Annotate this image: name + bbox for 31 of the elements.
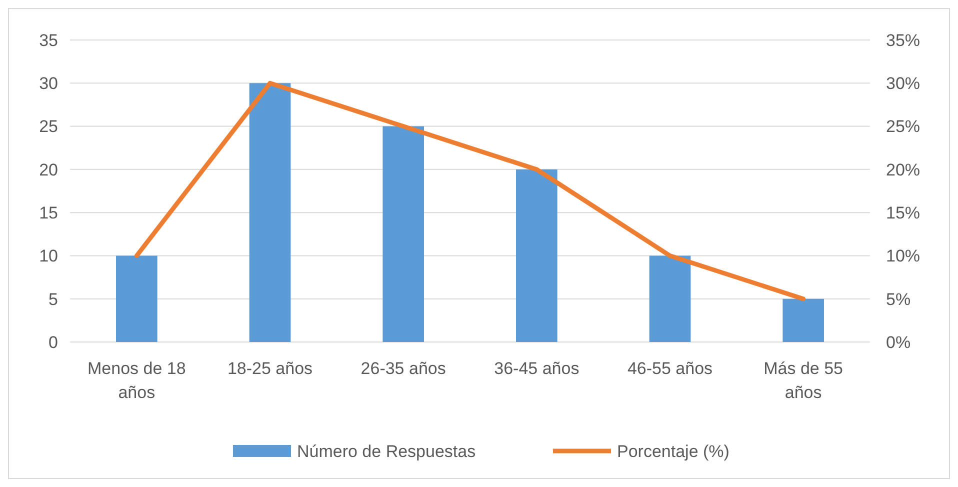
bar bbox=[382, 126, 424, 342]
bar bbox=[516, 169, 558, 342]
x-tick-label: 46-55 años bbox=[627, 359, 713, 378]
y2-tick-label: 15% bbox=[886, 204, 920, 223]
y2-tick-label: 10% bbox=[886, 246, 920, 266]
y-tick-label: 25 bbox=[39, 117, 58, 136]
bar bbox=[649, 256, 691, 342]
x-tick-label: 18-25 años bbox=[227, 359, 313, 378]
y2-tick-label: 5% bbox=[886, 290, 911, 309]
line-series bbox=[134, 80, 806, 302]
y-tick-label: 15 bbox=[39, 204, 58, 223]
bar bbox=[782, 298, 824, 342]
y-tick-label: 35 bbox=[39, 30, 58, 50]
bar bbox=[249, 83, 291, 342]
y2-tick-label: 25% bbox=[886, 117, 920, 136]
legend-label: Porcentaje (%) bbox=[617, 442, 730, 461]
x-tick-label: Más de 55 años bbox=[764, 359, 844, 402]
y-tick-label: 0 bbox=[48, 332, 58, 352]
y-tick-label: 5 bbox=[48, 290, 58, 309]
x-tick-label: Menos de 18 años bbox=[88, 359, 186, 402]
bar bbox=[116, 256, 158, 342]
legend-label: Número de Respuestas bbox=[297, 442, 476, 461]
y2-tick-label: 30% bbox=[886, 74, 920, 94]
y-tick-label: 20 bbox=[39, 160, 58, 180]
y2-tick-label: 20% bbox=[886, 160, 920, 180]
x-tick-label: 26-35 años bbox=[360, 359, 446, 378]
y2-tick-label: 0% bbox=[886, 332, 911, 352]
y-tick-label: 30 bbox=[39, 74, 58, 94]
y2-tick-label: 35% bbox=[886, 30, 920, 50]
y-tick-label: 10 bbox=[39, 246, 58, 266]
x-tick-label: 36-45 años bbox=[494, 359, 580, 378]
